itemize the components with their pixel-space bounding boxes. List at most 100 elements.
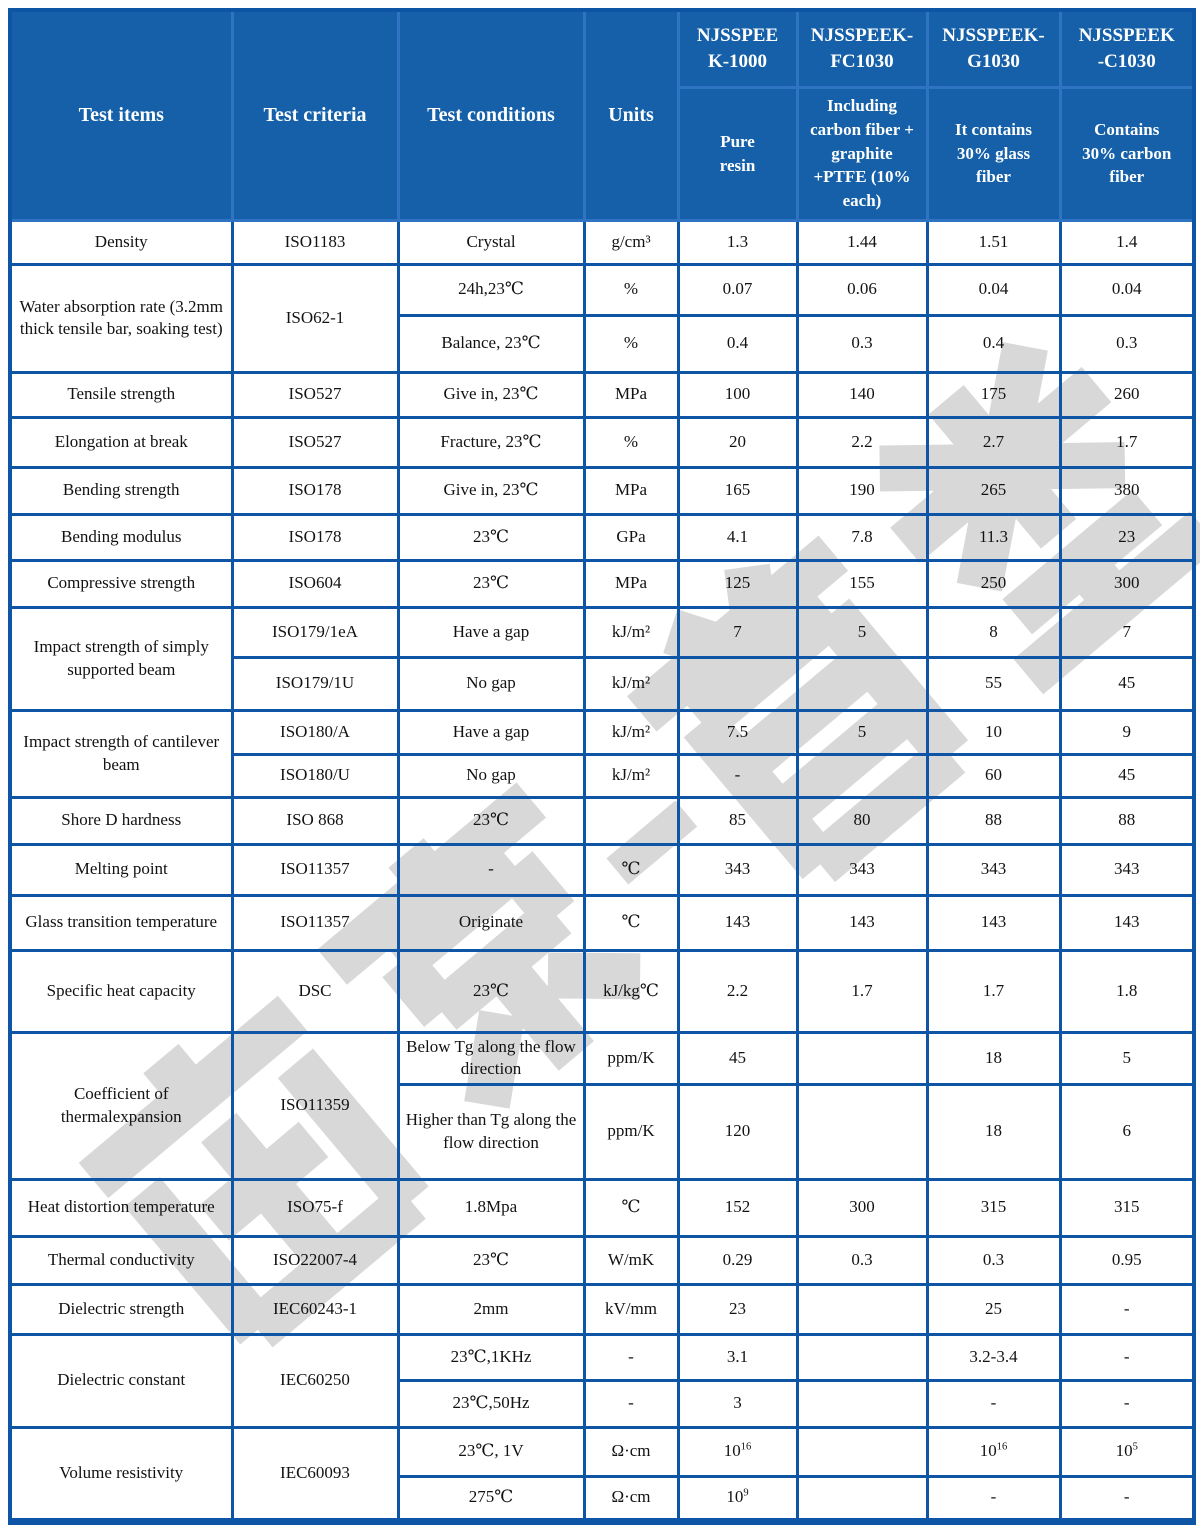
table-row: 275℃ Ω·cm 109 - - xyxy=(10,1474,1196,1523)
cell-value: 7 xyxy=(676,605,799,659)
cell-test-item: Impact strength of simply supported beam xyxy=(8,605,234,712)
cell-value: 0.3 xyxy=(795,313,929,374)
cell-value: 100 xyxy=(676,370,799,419)
header-test-items: Test items xyxy=(8,8,234,222)
cell-value: 190 xyxy=(795,465,929,516)
cell-value: 6 xyxy=(1058,1082,1196,1181)
cell-value: 1.44 xyxy=(795,218,929,266)
cell-test-criteria: ISO178 xyxy=(230,512,400,562)
cell-test-condition: Fracture, 23℃ xyxy=(396,415,586,469)
table-row: Specific heat capacity DSC 23℃ kJ/kg℃ 2.2 1.7… xyxy=(8,948,1196,1034)
header-test-conditions: Test conditions xyxy=(396,8,586,222)
table-row: 23℃,50Hz -3- - xyxy=(10,1378,1196,1429)
cell-units: kV/mm xyxy=(582,1282,680,1336)
cell-value: 1016 xyxy=(925,1425,1062,1478)
cell-units: - xyxy=(582,1378,680,1429)
cell-value: - xyxy=(925,1474,1062,1523)
cell-value: 80 xyxy=(795,795,929,846)
cell-test-condition: Give in, 23℃ xyxy=(396,370,586,419)
cell-test-item: Elongation at break xyxy=(8,415,234,469)
cell-value: 300 xyxy=(1058,558,1196,609)
cell-value: 1.7 xyxy=(925,948,1062,1034)
cell-value: - xyxy=(1058,1332,1196,1382)
cell-value xyxy=(795,752,929,799)
cell-test-item: Bending strength xyxy=(8,465,234,516)
cell-value: 23 xyxy=(1058,512,1196,562)
cell-test-item: Bending modulus xyxy=(8,512,234,562)
cell-value: 143 xyxy=(925,893,1062,952)
cell-test-item: Shore D hardness xyxy=(8,795,234,846)
cell-test-criteria: ISO527 xyxy=(230,370,400,419)
header-product-desc-1: Pure resin xyxy=(676,85,799,222)
cell-test-condition: 23℃, 1V xyxy=(396,1425,586,1478)
cell-value: 125 xyxy=(676,558,799,609)
cell-value: 1.4 xyxy=(1058,218,1196,266)
header-product-name-2: NJSSPEEK- FC1030 xyxy=(795,8,929,89)
cell-test-condition: Below Tg along the flow direction xyxy=(396,1030,586,1086)
table-row: Coefficient of thermalexpansion ISO11359 B… xyxy=(8,1030,1196,1181)
cell-value: 265 xyxy=(925,465,1062,516)
cell-units: MPa xyxy=(582,558,680,609)
cell-value: 260 xyxy=(1058,370,1196,419)
cell-test-criteria: ISO1183 xyxy=(230,218,400,266)
cell-value xyxy=(795,1030,929,1086)
cell-value: 0.06 xyxy=(795,262,929,317)
cell-value: 0.4 xyxy=(676,313,799,374)
cell-test-criteria: ISO11357 xyxy=(230,842,400,897)
cell-test-criteria: IEC60250 xyxy=(230,1332,400,1429)
cell-value xyxy=(795,1378,929,1429)
cell-value: 343 xyxy=(795,842,929,897)
cell-test-condition: Originate xyxy=(396,893,586,952)
table-row: Bending strength ISO178 Give in, 23℃ MPa 165… xyxy=(8,465,1196,516)
cell-test-criteria: ISO179/1U xyxy=(230,655,400,712)
cell-test-criteria: ISO180/A xyxy=(230,708,400,756)
cell-units: ppm/K xyxy=(582,1082,680,1181)
cell-value: 152 xyxy=(676,1177,799,1238)
cell-test-condition: 24h,23℃ xyxy=(396,262,586,317)
cell-value: 0.95 xyxy=(1058,1234,1196,1286)
cell-units xyxy=(582,795,680,846)
cell-value: - xyxy=(925,1378,1062,1429)
cell-test-item: Compressive strength xyxy=(8,558,234,609)
table-row: ISO179/1U No gap kJ/m² 55 45 xyxy=(10,655,1196,712)
cell-value: 18 xyxy=(925,1082,1062,1181)
cell-value: 7.8 xyxy=(795,512,929,562)
cell-value: 109 xyxy=(676,1474,799,1523)
cell-value: - xyxy=(1058,1474,1196,1523)
cell-value: 1.7 xyxy=(1058,415,1196,469)
cell-units: g/cm³ xyxy=(582,218,680,266)
cell-value: 9 xyxy=(1058,708,1196,756)
cell-value: - xyxy=(1058,1378,1196,1429)
cell-units: % xyxy=(582,313,680,374)
cell-test-condition: 23℃,50Hz xyxy=(396,1378,586,1429)
cell-value: 1016 xyxy=(676,1425,799,1478)
cell-value: - xyxy=(1058,1282,1196,1336)
cell-test-item: Volume resistivity xyxy=(8,1425,234,1523)
cell-value: 105 xyxy=(1058,1425,1196,1478)
cell-test-item: Dielectric constant xyxy=(8,1332,234,1429)
header-product-name-4: NJSSPEEK -C1030 xyxy=(1058,8,1196,89)
cell-value: 0.3 xyxy=(1058,313,1196,374)
cell-units: MPa xyxy=(582,370,680,419)
cell-value: 1.3 xyxy=(676,218,799,266)
cell-value: 3.1 xyxy=(676,1332,799,1382)
cell-value: 2.2 xyxy=(795,415,929,469)
cell-value: 1.8 xyxy=(1058,948,1196,1034)
cell-value: 165 xyxy=(676,465,799,516)
cell-value: 45 xyxy=(676,1030,799,1086)
cell-units: % xyxy=(582,262,680,317)
cell-value: 2.2 xyxy=(676,948,799,1034)
cell-value: 23 xyxy=(676,1282,799,1336)
cell-value: 143 xyxy=(1058,893,1196,952)
table-row: Impact strength of cantilever beam ISO180… xyxy=(8,708,1196,799)
cell-test-criteria: IEC60243-1 xyxy=(230,1282,400,1336)
table-row: ISO180/U No gap kJ/m² - 60 45 xyxy=(10,752,1196,799)
cell-test-criteria: ISO75-f xyxy=(230,1177,400,1238)
cell-value: 175 xyxy=(925,370,1062,419)
cell-value: 88 xyxy=(1058,795,1196,846)
table-row: Elongation at break ISO527 Fracture, 23℃% 2… xyxy=(8,415,1196,469)
cell-test-condition: Have a gap xyxy=(396,605,586,659)
table-row: Balance, 23℃% 0.4 0.3 0.4 0.3 xyxy=(10,313,1196,374)
table-row: Bending modulus ISO178 23℃ GPa 4.1 7.8 11.3 23 xyxy=(8,512,1196,562)
